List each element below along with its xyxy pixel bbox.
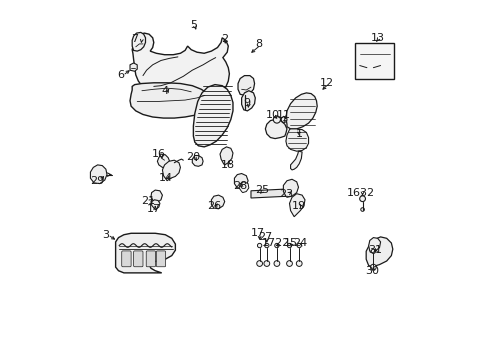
Circle shape — [281, 117, 286, 122]
Text: 18: 18 — [220, 159, 234, 170]
Text: 9: 9 — [243, 98, 250, 108]
Text: 29: 29 — [90, 176, 104, 186]
Circle shape — [287, 243, 291, 248]
Text: 11: 11 — [276, 110, 290, 120]
Text: 23: 23 — [279, 189, 293, 199]
Text: 8: 8 — [255, 39, 262, 49]
Circle shape — [286, 261, 292, 266]
Polygon shape — [192, 156, 203, 166]
Polygon shape — [130, 83, 211, 118]
Text: 6: 6 — [117, 69, 124, 80]
FancyBboxPatch shape — [146, 251, 155, 267]
Text: 20: 20 — [186, 152, 200, 162]
Text: 24: 24 — [293, 238, 307, 248]
Circle shape — [274, 243, 279, 248]
Circle shape — [273, 116, 280, 123]
FancyBboxPatch shape — [355, 43, 393, 79]
Text: 5: 5 — [189, 20, 197, 30]
Polygon shape — [132, 32, 145, 51]
Circle shape — [359, 196, 365, 202]
Circle shape — [257, 243, 261, 248]
Polygon shape — [366, 237, 392, 266]
Text: 16: 16 — [151, 149, 165, 159]
Text: 4: 4 — [162, 86, 168, 96]
Text: 30: 30 — [365, 266, 379, 276]
Polygon shape — [151, 200, 160, 210]
Polygon shape — [115, 233, 175, 273]
Text: 3: 3 — [102, 230, 109, 240]
Text: 14: 14 — [159, 173, 173, 183]
Polygon shape — [211, 195, 224, 209]
FancyBboxPatch shape — [156, 251, 165, 267]
Polygon shape — [289, 194, 305, 217]
Polygon shape — [220, 147, 232, 165]
Polygon shape — [283, 179, 298, 197]
Text: 1632: 1632 — [346, 188, 374, 198]
Text: 31: 31 — [367, 245, 381, 255]
Text: 2: 2 — [221, 33, 228, 44]
Text: 25: 25 — [254, 185, 268, 195]
Text: 15: 15 — [283, 238, 297, 248]
Polygon shape — [132, 33, 229, 102]
Polygon shape — [285, 129, 308, 151]
Polygon shape — [290, 151, 302, 170]
Circle shape — [296, 261, 302, 266]
Text: 27: 27 — [258, 232, 272, 242]
Text: 12: 12 — [319, 78, 333, 88]
Polygon shape — [193, 85, 232, 147]
Circle shape — [264, 243, 268, 248]
Text: 28: 28 — [233, 181, 247, 192]
FancyBboxPatch shape — [122, 251, 131, 267]
Text: 17: 17 — [146, 204, 161, 214]
Circle shape — [273, 261, 279, 266]
Circle shape — [370, 264, 375, 270]
Polygon shape — [162, 160, 180, 181]
Text: 10: 10 — [265, 110, 279, 120]
Text: 1: 1 — [295, 129, 302, 139]
FancyBboxPatch shape — [133, 251, 142, 267]
Text: 21: 21 — [141, 195, 155, 206]
Circle shape — [256, 261, 262, 266]
Circle shape — [296, 243, 301, 248]
Polygon shape — [234, 174, 247, 188]
Text: 1722: 1722 — [261, 238, 289, 248]
Text: 17: 17 — [250, 228, 264, 238]
Circle shape — [360, 208, 364, 211]
Polygon shape — [241, 91, 255, 111]
Polygon shape — [130, 63, 137, 71]
Polygon shape — [90, 165, 107, 184]
Polygon shape — [250, 189, 289, 198]
Circle shape — [370, 249, 375, 253]
Text: 19: 19 — [291, 201, 305, 211]
Text: 7: 7 — [131, 34, 138, 44]
Polygon shape — [368, 238, 380, 251]
Circle shape — [264, 261, 269, 266]
Text: 26: 26 — [206, 201, 221, 211]
Polygon shape — [151, 190, 162, 202]
Text: 13: 13 — [370, 33, 384, 43]
Polygon shape — [239, 182, 248, 193]
Polygon shape — [265, 120, 286, 139]
Polygon shape — [157, 154, 169, 167]
Polygon shape — [285, 93, 317, 129]
Polygon shape — [238, 76, 254, 95]
